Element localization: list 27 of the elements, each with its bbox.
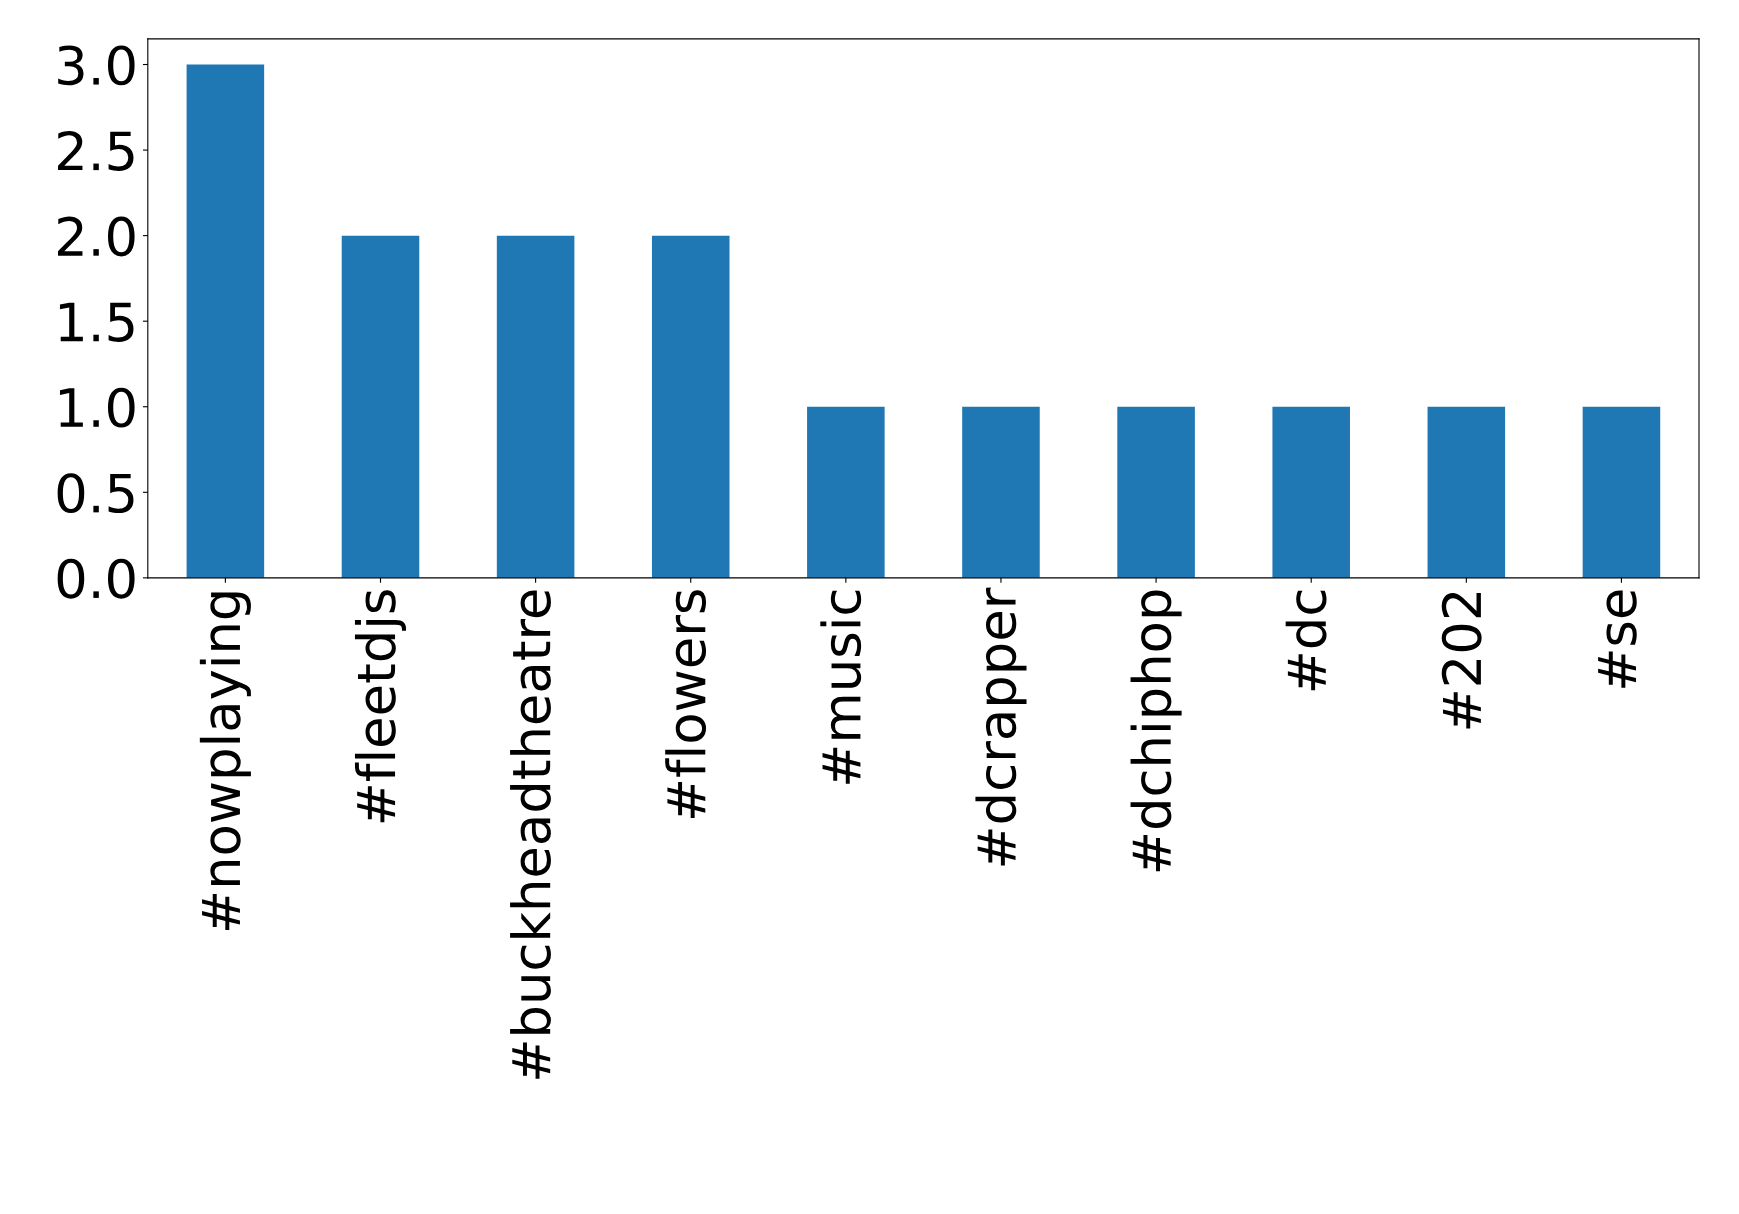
bar (807, 406, 885, 578)
bar (1582, 406, 1661, 578)
x-tick-label: #music (820, 590, 862, 784)
y-tick-label: 2.5 (58, 130, 134, 171)
bar (962, 406, 1040, 578)
x-tick-label: #se (1598, 590, 1637, 688)
bar (651, 235, 730, 578)
x-tick-label: #fleetdjs (354, 590, 407, 823)
x-tick-label: #flowers (665, 590, 707, 819)
bar (1117, 406, 1195, 578)
y-tick-label: 1.0 (59, 387, 135, 428)
x-tick-label: #nowplaying (199, 592, 251, 931)
x-tick-label: #buckheadtheatre (510, 590, 551, 1079)
x-tick-label: #dc (1285, 590, 1327, 691)
x-tick-label: #dcrapper (975, 587, 1027, 866)
x-tick-label: #202 (1441, 592, 1482, 729)
bar (496, 235, 575, 578)
bar (1272, 406, 1350, 578)
bar (341, 235, 420, 578)
y-tick-label: 0.0 (57, 558, 135, 599)
bar (186, 64, 265, 578)
y-tick-label: 0.5 (57, 473, 134, 514)
y-tick-label: 3.0 (58, 45, 135, 86)
x-tick-label: #dchiphop (1130, 590, 1182, 872)
y-tick-label: 1.5 (59, 302, 134, 342)
y-tick-label: 2.0 (58, 216, 135, 257)
bar (1427, 406, 1506, 578)
